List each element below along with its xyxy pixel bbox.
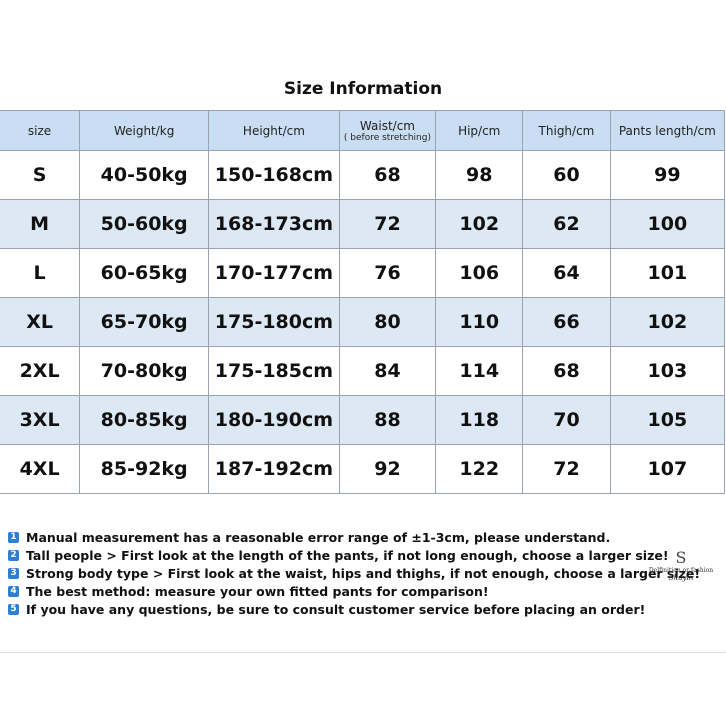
table-cell: 110 — [435, 297, 524, 347]
table-cell: 150-168cm — [208, 150, 340, 200]
table-cell: 68 — [522, 346, 611, 396]
header-label: Height/cm — [242, 123, 305, 138]
table-cell: 102 — [609, 297, 726, 347]
table-cell: 72 — [522, 444, 611, 494]
table-cell: 99 — [609, 150, 726, 200]
table-cell: M — [0, 199, 81, 249]
header-label: size — [27, 123, 52, 138]
table-cell: 3XL — [0, 395, 81, 445]
table-cell: 70-80kg — [79, 346, 210, 396]
column-header: size — [0, 110, 81, 151]
header-row: size Weight/kg Height/cm Waist/cm( before s… — [0, 110, 726, 151]
column-header: Weight/kg — [79, 110, 210, 151]
table-cell: 175-185cm — [208, 346, 340, 396]
table-row: 3XL 80-85kg 180-190cm 88 118 70 105 — [0, 395, 726, 445]
table-cell: 122 — [435, 444, 524, 494]
table-cell: 105 — [609, 395, 726, 445]
table-cell: 64 — [522, 248, 611, 298]
table-cell: 187-192cm — [208, 444, 340, 494]
note-text: If you have any questions, be sure to co… — [26, 601, 646, 617]
table-cell: 168-173cm — [208, 199, 340, 249]
column-header: Pants length/cm — [609, 110, 726, 151]
table-cell: 66 — [522, 297, 611, 347]
table-cell: 4XL — [0, 444, 81, 494]
table-cell: 40-50kg — [79, 150, 210, 200]
column-header: Hip/cm — [435, 110, 524, 151]
table-cell: 180-190cm — [208, 395, 340, 445]
logo-tagline: Delfinition or fashion — [648, 567, 714, 574]
logo-brand: Shuyin — [668, 574, 694, 582]
note: 1 Manual measurement has a reasonable err… — [8, 528, 700, 546]
table-cell: 72 — [338, 199, 437, 249]
note-text: Strong body type > First look at the wai… — [26, 565, 701, 581]
table-cell: 92 — [338, 444, 437, 494]
divider — [0, 652, 726, 653]
table-cell: 98 — [435, 150, 524, 200]
notes: 1 Manual measurement has a reasonable err… — [8, 528, 700, 618]
table-cell: 80-85kg — [79, 395, 210, 445]
size-table: size Weight/kg Height/cm Waist/cm( before s… — [0, 110, 726, 494]
header-label: Weight/kg — [113, 123, 175, 138]
table-cell: 84 — [338, 346, 437, 396]
table-cell: XL — [0, 297, 81, 347]
note-text: Tall people > First look at the length o… — [26, 547, 669, 563]
note-number: 2 — [8, 549, 19, 561]
table-cell: 80 — [338, 297, 437, 347]
logo: S Delfinition or fashion Shuyin — [648, 548, 714, 582]
table-cell: 70 — [522, 395, 611, 445]
note-number: 5 — [8, 603, 19, 615]
note-number: 4 — [8, 585, 19, 597]
table-cell: 88 — [338, 395, 437, 445]
column-header: Thigh/cm — [522, 110, 611, 151]
table-cell: 118 — [435, 395, 524, 445]
table-cell: 114 — [435, 346, 524, 396]
table-row: L 60-65kg 170-177cm 76 106 64 101 — [0, 248, 726, 298]
note: 5 If you have any questions, be sure to c… — [8, 600, 700, 618]
title: Size Information — [283, 79, 443, 99]
column-header: Waist/cm( before stretching) — [338, 110, 437, 151]
table-cell: 60 — [522, 150, 611, 200]
note: 4 The best method: measure your own fitte… — [8, 582, 700, 600]
note-text: The best method: measure your own fitted… — [26, 583, 489, 599]
note-text: Manual measurement has a reasonable erro… — [26, 529, 611, 545]
table-cell: 2XL — [0, 346, 81, 396]
table-cell: 106 — [435, 248, 524, 298]
table-cell: S — [0, 150, 81, 200]
table-cell: 102 — [435, 199, 524, 249]
header-label: Pants length/cm — [618, 123, 716, 138]
table-cell: 101 — [609, 248, 726, 298]
table-cell: 175-180cm — [208, 297, 340, 347]
table-row: 2XL 70-80kg 175-185cm 84 114 68 103 — [0, 346, 726, 396]
header-label: Waist/cm — [359, 118, 415, 133]
table-cell: 68 — [338, 150, 437, 200]
header-label: Thigh/cm — [538, 123, 595, 138]
table-cell: 62 — [522, 199, 611, 249]
note: 2 Tall people > First look at the length … — [8, 546, 700, 564]
header-label: Hip/cm — [458, 123, 501, 138]
table-cell: 100 — [609, 199, 726, 249]
table-cell: 50-60kg — [79, 199, 210, 249]
table-cell: 107 — [609, 444, 726, 494]
table-row: M 50-60kg 168-173cm 72 102 62 100 — [0, 199, 726, 249]
note: 3 Strong body type > First look at the wa… — [8, 564, 700, 582]
note-number: 1 — [8, 531, 19, 543]
note-number: 3 — [8, 567, 19, 579]
table-body: S 40-50kg 150-168cm 68 98 60 99 M 50-60kg 168-173… — [0, 150, 726, 494]
table-cell: 85-92kg — [79, 444, 210, 494]
table-cell: 60-65kg — [79, 248, 210, 298]
table-cell: L — [0, 248, 81, 298]
table-row: 4XL 85-92kg 187-192cm 92 122 72 107 — [0, 444, 726, 494]
column-header: Height/cm — [208, 110, 340, 151]
table-cell: 76 — [338, 248, 437, 298]
table-row: XL 65-70kg 175-180cm 80 110 66 102 — [0, 297, 726, 347]
table-cell: 65-70kg — [79, 297, 210, 347]
table-row: S 40-50kg 150-168cm 68 98 60 99 — [0, 150, 726, 200]
header-note: ( before stretching) — [343, 132, 431, 143]
table-cell: 170-177cm — [208, 248, 340, 298]
logo-mark: S — [675, 548, 687, 567]
table-cell: 103 — [609, 346, 726, 396]
